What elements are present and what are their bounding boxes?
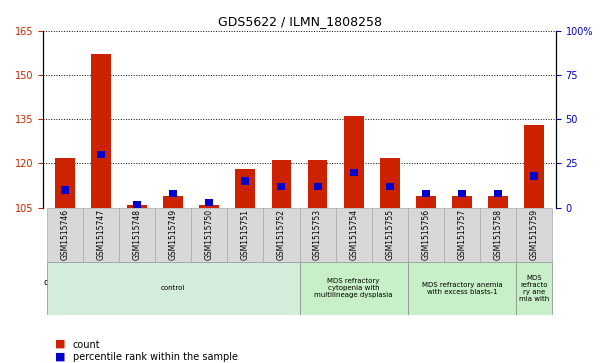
Bar (206, 199, 213, 206)
FancyBboxPatch shape (408, 262, 516, 315)
Bar (163, 196, 183, 208)
Text: ■: ■ (55, 351, 65, 362)
Bar (133, 200, 141, 208)
Text: GSM1515748: GSM1515748 (133, 209, 142, 260)
Text: percentile rank within the sample: percentile rank within the sample (73, 352, 238, 362)
Bar (235, 170, 255, 208)
Bar (380, 158, 399, 208)
Text: GSM1515759: GSM1515759 (530, 209, 539, 260)
FancyBboxPatch shape (300, 262, 408, 315)
Text: GSM1515757: GSM1515757 (457, 209, 466, 260)
FancyBboxPatch shape (263, 208, 300, 261)
FancyBboxPatch shape (371, 208, 408, 261)
Text: GSM1515752: GSM1515752 (277, 209, 286, 260)
Bar (277, 183, 285, 190)
FancyBboxPatch shape (516, 262, 552, 315)
Bar (344, 116, 364, 208)
Bar (199, 205, 219, 208)
Text: GSM1515747: GSM1515747 (97, 209, 105, 260)
FancyBboxPatch shape (516, 208, 552, 261)
Bar (494, 190, 502, 197)
Text: MDS refractory
cytopenia with
multilineage dysplasia: MDS refractory cytopenia with multilinea… (314, 278, 393, 298)
Text: count: count (73, 340, 100, 350)
Text: MDS
refracto
ry ane
mia with: MDS refracto ry ane mia with (519, 275, 549, 302)
Title: GDS5622 / ILMN_1808258: GDS5622 / ILMN_1808258 (218, 15, 381, 28)
Text: GSM1515755: GSM1515755 (385, 209, 394, 260)
Text: disease state  ▶: disease state ▶ (44, 278, 117, 287)
Text: GSM1515753: GSM1515753 (313, 209, 322, 260)
Text: GSM1515758: GSM1515758 (494, 209, 503, 260)
Bar (416, 196, 436, 208)
Bar (350, 169, 358, 176)
Bar (272, 160, 291, 208)
Text: GSM1515749: GSM1515749 (168, 209, 178, 260)
Text: MDS refractory anemia
with excess blasts-1: MDS refractory anemia with excess blasts… (421, 282, 502, 295)
Text: ■: ■ (55, 339, 65, 349)
Text: GSM1515756: GSM1515756 (421, 209, 430, 260)
Bar (308, 160, 328, 208)
FancyBboxPatch shape (155, 208, 191, 261)
FancyBboxPatch shape (480, 208, 516, 261)
Bar (458, 190, 466, 197)
FancyBboxPatch shape (47, 208, 83, 261)
FancyBboxPatch shape (227, 208, 263, 261)
FancyBboxPatch shape (191, 208, 227, 261)
FancyBboxPatch shape (444, 208, 480, 261)
Text: GSM1515750: GSM1515750 (205, 209, 214, 260)
Bar (61, 186, 69, 194)
Bar (97, 151, 105, 158)
Bar (385, 183, 394, 190)
Bar (524, 125, 544, 208)
Bar (530, 172, 538, 180)
Text: GSM1515751: GSM1515751 (241, 209, 250, 260)
FancyBboxPatch shape (47, 262, 300, 315)
Bar (55, 158, 75, 208)
Bar (241, 178, 249, 185)
Bar (452, 196, 472, 208)
Text: GSM1515754: GSM1515754 (349, 209, 358, 260)
Bar (91, 54, 111, 208)
Bar (169, 190, 177, 197)
Bar (127, 205, 147, 208)
Bar (422, 190, 430, 197)
FancyBboxPatch shape (119, 208, 155, 261)
Text: control: control (161, 285, 185, 291)
FancyBboxPatch shape (408, 208, 444, 261)
FancyBboxPatch shape (83, 208, 119, 261)
Text: GSM1515746: GSM1515746 (60, 209, 69, 260)
Bar (314, 183, 322, 190)
Bar (488, 196, 508, 208)
FancyBboxPatch shape (300, 208, 336, 261)
FancyBboxPatch shape (336, 208, 371, 261)
